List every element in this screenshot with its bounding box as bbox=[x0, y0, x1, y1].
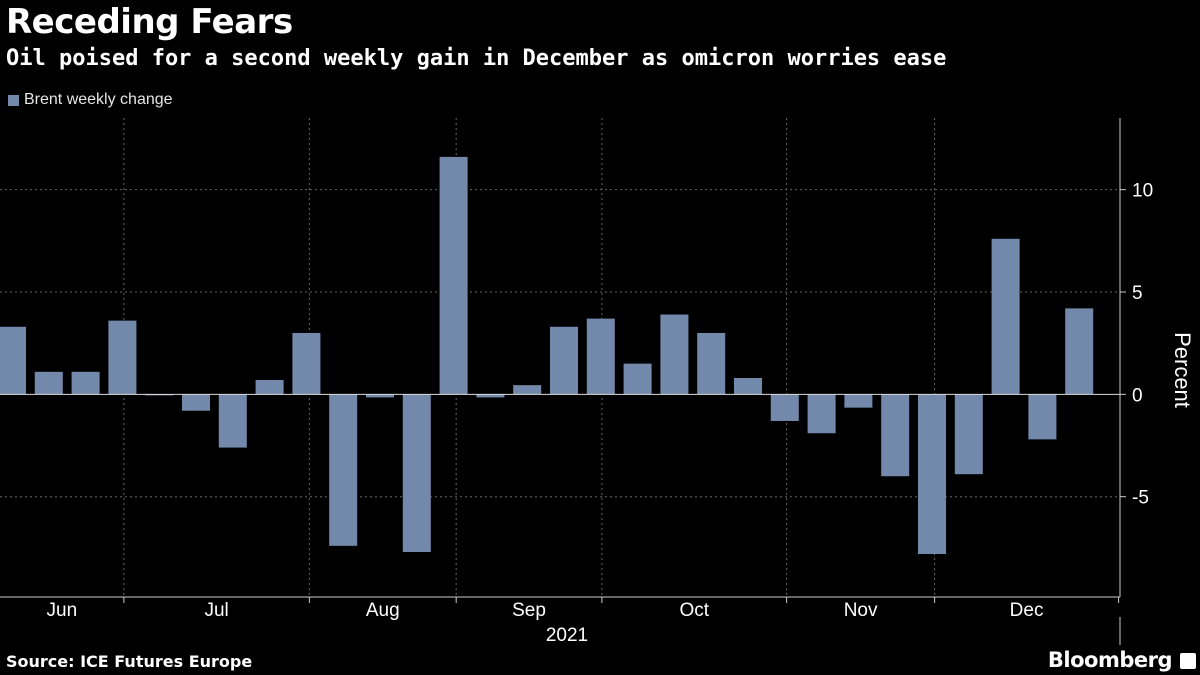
bar bbox=[292, 332, 321, 395]
bar bbox=[844, 394, 873, 408]
month-label: Nov bbox=[844, 600, 878, 621]
bar bbox=[954, 394, 983, 475]
bar bbox=[476, 394, 505, 398]
y-tick-label: 0 bbox=[1132, 385, 1143, 406]
month-label: Oct bbox=[679, 600, 709, 621]
bar bbox=[513, 385, 542, 395]
bar bbox=[918, 394, 946, 555]
chart-subtitle: Oil poised for a second weekly gain in D… bbox=[6, 46, 947, 71]
month-label: Aug bbox=[366, 600, 400, 621]
bar bbox=[71, 371, 100, 395]
y-tick-label: 10 bbox=[1132, 181, 1153, 202]
y-tick-label: 5 bbox=[1132, 283, 1143, 304]
bar bbox=[697, 332, 726, 395]
bar bbox=[586, 318, 615, 395]
bar bbox=[1065, 308, 1094, 395]
legend-swatch bbox=[8, 94, 19, 106]
bar bbox=[218, 394, 247, 448]
bar bbox=[145, 394, 174, 396]
bar bbox=[734, 377, 762, 395]
bar bbox=[34, 371, 63, 395]
year-label: 2021 bbox=[546, 625, 588, 646]
y-axis-label: Percent bbox=[1170, 332, 1195, 408]
bloomberg-chart-icon bbox=[1180, 653, 1196, 669]
bar bbox=[439, 156, 468, 395]
bloomberg-logo: Bloomberg bbox=[1047, 648, 1173, 672]
bar bbox=[623, 363, 652, 395]
month-label: Jun bbox=[47, 600, 78, 621]
bar bbox=[770, 394, 799, 421]
month-label: Dec bbox=[1010, 600, 1044, 621]
bar bbox=[402, 394, 431, 552]
bar bbox=[1028, 394, 1057, 440]
month-label: Sep bbox=[512, 600, 546, 621]
bar bbox=[881, 394, 910, 477]
bar bbox=[991, 238, 1020, 395]
month-label: Jul bbox=[204, 600, 228, 621]
bar bbox=[366, 394, 394, 398]
bar bbox=[182, 394, 210, 411]
chart-title: Receding Fears bbox=[6, 2, 293, 42]
bar bbox=[0, 326, 26, 395]
source-note: Source: ICE Futures Europe bbox=[6, 652, 253, 671]
y-tick-label: -5 bbox=[1132, 488, 1149, 509]
bar bbox=[108, 320, 137, 395]
bar bbox=[255, 380, 284, 395]
legend: Brent weekly change bbox=[8, 91, 173, 109]
bar bbox=[660, 314, 689, 395]
legend-label: Brent weekly change bbox=[24, 91, 173, 108]
bar bbox=[550, 326, 578, 395]
bar bbox=[329, 394, 358, 546]
bar bbox=[807, 394, 836, 434]
